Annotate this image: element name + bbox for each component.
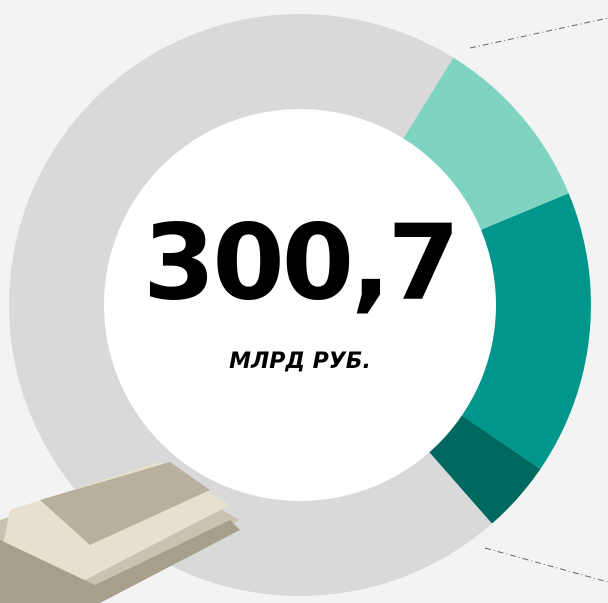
center-value: 300,7 bbox=[143, 201, 457, 323]
chart: 300,7 МЛРД РУБ. bbox=[0, 0, 608, 603]
center-label: МЛРД РУБ. bbox=[229, 349, 371, 374]
